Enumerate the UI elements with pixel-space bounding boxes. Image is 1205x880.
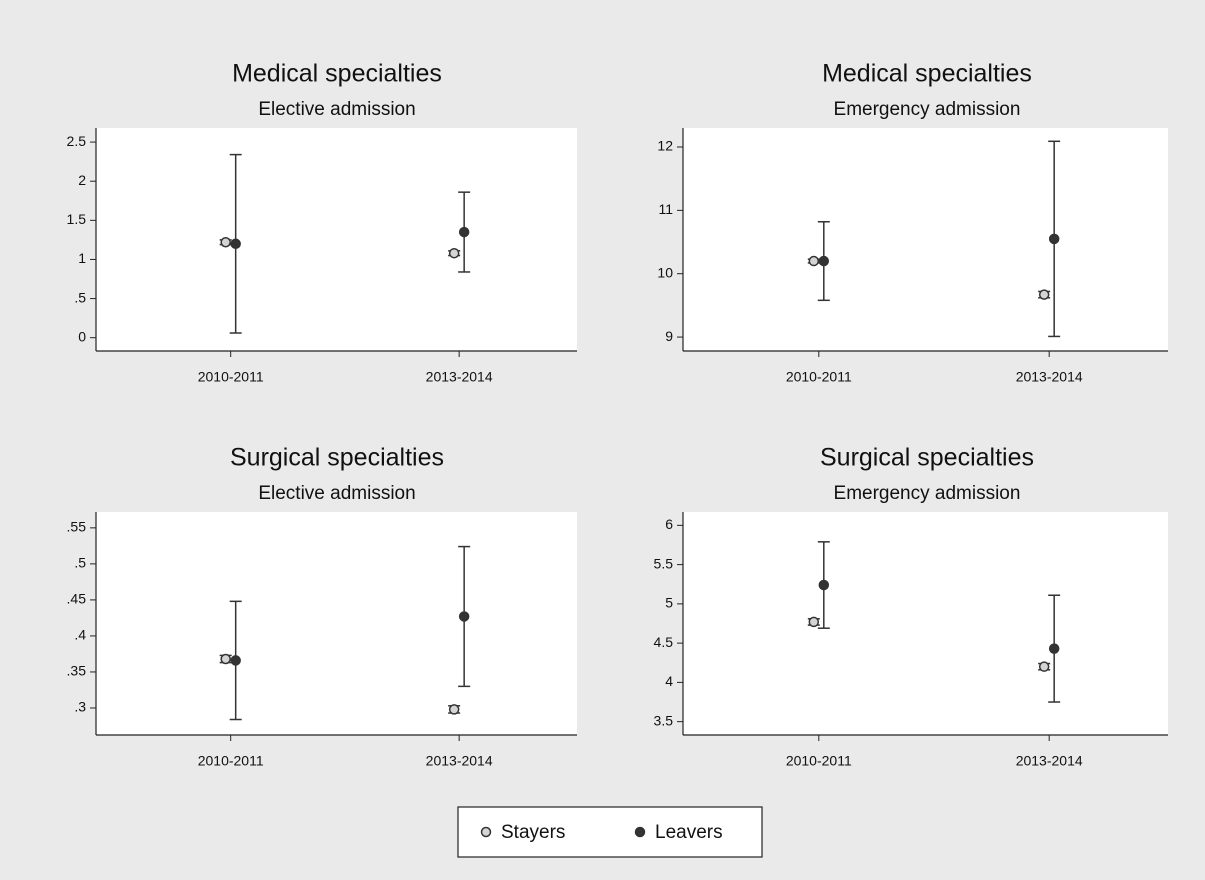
y-tick-label: 9 [665, 328, 673, 344]
dot [1048, 643, 1060, 654]
x-tick-label: 2013-2014 [426, 753, 493, 769]
legend-marker [634, 826, 646, 838]
y-tick-label: .45 [67, 591, 87, 607]
y-tick-label: 4 [665, 673, 673, 689]
y-tick-label: .5 [74, 289, 86, 305]
dot [230, 655, 241, 666]
plot-area [96, 128, 577, 351]
y-tick-label: .3 [74, 699, 86, 715]
panel-title: Medical specialties [232, 60, 442, 88]
y-tick-label: .55 [67, 519, 87, 535]
panel-title: Surgical specialties [230, 444, 444, 472]
dot [448, 247, 460, 259]
dot [808, 255, 820, 267]
y-tick-label: 1.5 [67, 211, 87, 227]
plot-area [96, 512, 577, 735]
dot [1038, 289, 1050, 300]
dot [220, 236, 231, 248]
dot [458, 611, 470, 622]
dot [220, 653, 231, 665]
dot [1038, 661, 1050, 672]
y-tick-label: 12 [657, 138, 673, 154]
x-tick-label: 2013-2014 [426, 369, 493, 385]
plot-area [683, 512, 1168, 735]
x-tick-label: 2013-2014 [1016, 753, 1083, 769]
y-tick-label: .4 [74, 627, 86, 643]
x-tick-label: 2010-2011 [198, 369, 264, 385]
x-tick-label: 2010-2011 [198, 753, 264, 769]
y-tick-label: 4.5 [654, 634, 674, 650]
dot [458, 226, 470, 238]
dot [230, 238, 241, 250]
dot [1048, 233, 1060, 245]
panel-subtitle: Emergency admission [834, 483, 1021, 504]
legend-label: Stayers [501, 822, 565, 843]
panel-subtitle: Elective admission [258, 99, 415, 120]
y-tick-label: .5 [74, 555, 86, 571]
x-tick-label: 2010-2011 [786, 753, 852, 769]
legend-box [457, 806, 763, 858]
y-tick-label: 1 [78, 250, 86, 266]
y-tick-label: .35 [67, 663, 87, 679]
dot [808, 616, 820, 628]
y-tick-label: 6 [665, 516, 673, 532]
dot [448, 704, 460, 715]
x-tick-label: 2013-2014 [1016, 369, 1083, 385]
y-tick-label: 5.5 [654, 555, 674, 571]
x-tick-label: 2010-2011 [786, 369, 852, 385]
legend-label: Leavers [655, 822, 723, 843]
y-tick-label: 0 [78, 328, 86, 344]
y-tick-label: 5 [665, 595, 673, 611]
dot [818, 579, 830, 591]
panel-subtitle: Emergency admission [834, 99, 1021, 120]
plot-area [683, 128, 1168, 351]
y-tick-label: 3.5 [654, 712, 674, 728]
panel-subtitle: Elective admission [258, 483, 415, 504]
y-tick-label: 11 [658, 201, 673, 217]
panel-title: Surgical specialties [820, 444, 1034, 472]
y-tick-label: 10 [657, 264, 673, 280]
dot [818, 255, 830, 267]
y-tick-label: 2 [78, 172, 86, 188]
panel-title: Medical specialties [822, 60, 1032, 88]
y-tick-label: 2.5 [67, 133, 87, 149]
legend-marker [480, 826, 492, 838]
